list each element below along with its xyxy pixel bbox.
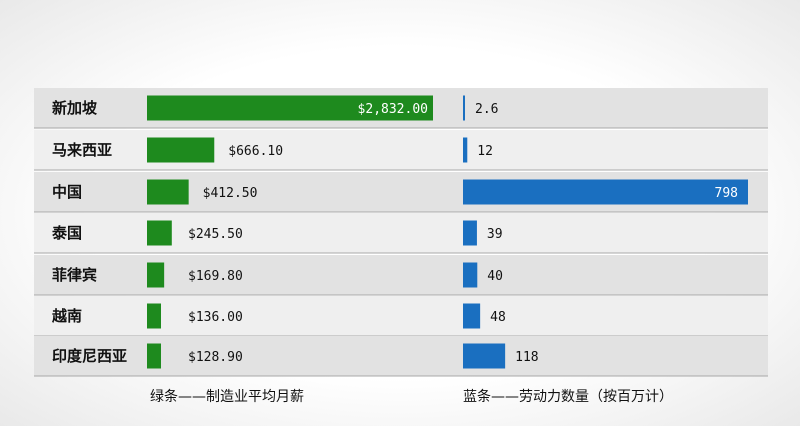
blue-bar — [463, 343, 506, 369]
green-bar-label: $136.00 — [188, 310, 243, 325]
row-background — [34, 255, 768, 295]
legend-green: 绿条——制造业平均月薪 — [150, 389, 304, 405]
blue-bar — [463, 262, 478, 288]
blue-bar — [463, 95, 465, 121]
green-bar — [147, 343, 161, 369]
green-bar-label: $2,832.00 — [358, 102, 428, 117]
category-label: 印度尼西亚 — [52, 347, 127, 365]
green-bar-label: $666.10 — [228, 144, 283, 159]
blue-bar — [463, 179, 748, 205]
blue-bar-label: 2.6 — [475, 102, 498, 117]
category-label: 新加坡 — [52, 99, 97, 117]
green-bar — [147, 303, 161, 329]
blue-bar-label: 40 — [487, 269, 503, 284]
green-bar — [147, 179, 189, 205]
green-bar-label: $128.90 — [188, 350, 243, 365]
green-bar — [147, 95, 433, 121]
blue-bar-label: 12 — [477, 144, 493, 159]
green-bar — [147, 137, 215, 163]
blue-bar-label: 118 — [515, 350, 538, 365]
row-background — [34, 296, 768, 336]
green-bar — [147, 220, 172, 246]
category-label: 中国 — [52, 183, 82, 201]
green-bar-label: $169.80 — [188, 269, 243, 284]
legend-blue: 蓝条——劳动力数量（按百万计） — [463, 389, 673, 405]
row-background — [34, 213, 768, 253]
category-label: 马来西亚 — [52, 141, 112, 159]
category-label: 菲律宾 — [52, 266, 97, 284]
blue-bar — [463, 137, 468, 163]
category-label: 越南 — [51, 307, 82, 325]
row-background — [34, 336, 768, 376]
green-bar — [147, 262, 165, 288]
green-bar-label: $245.50 — [188, 227, 243, 242]
blue-bar — [463, 303, 481, 329]
green-bar-label: $412.50 — [203, 186, 258, 201]
blue-bar-label: 39 — [487, 227, 503, 242]
row-background — [34, 130, 768, 170]
category-label: 泰国 — [51, 224, 82, 242]
blue-bar — [463, 220, 477, 246]
blue-bar-label: 798 — [715, 186, 738, 201]
blue-bar-label: 48 — [490, 310, 506, 325]
